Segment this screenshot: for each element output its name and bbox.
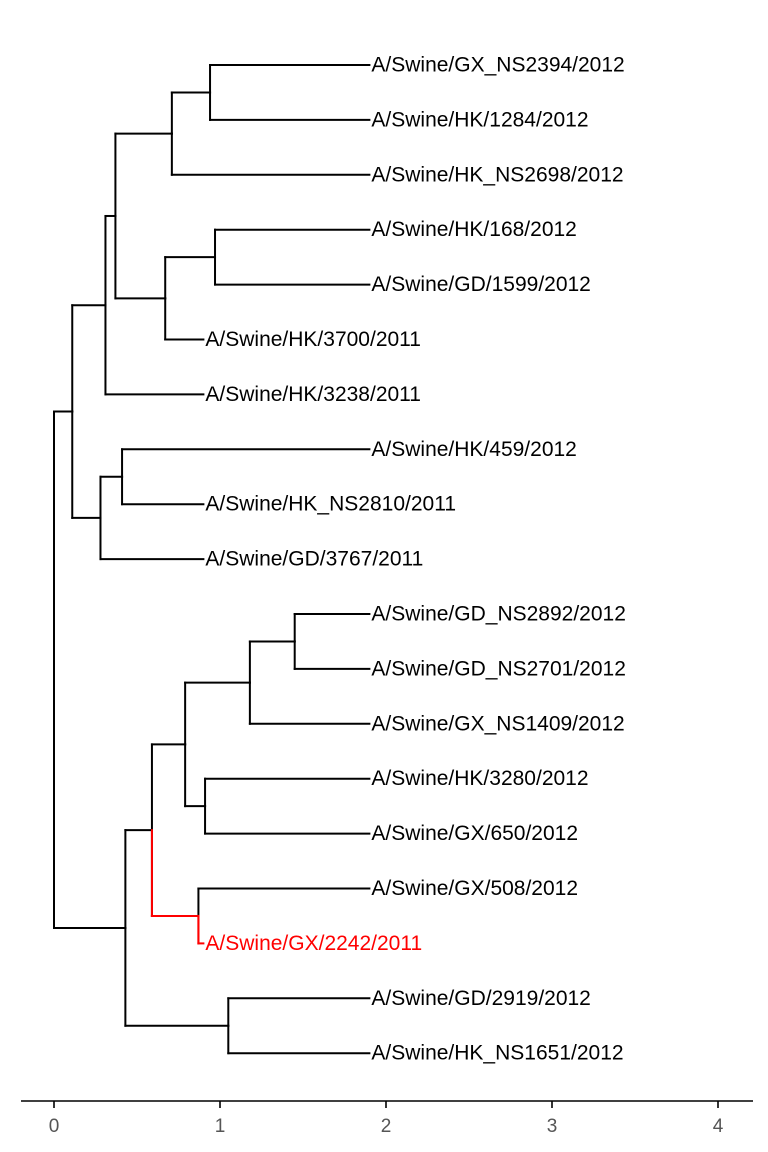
- tree-branches: [53, 64, 371, 1055]
- x-axis-tick-label: 4: [713, 1116, 724, 1137]
- x-axis-ticks: 0 1 2 3 4: [49, 1101, 724, 1137]
- tip-label: A/Swine/GD/3767/2011: [205, 548, 423, 571]
- tip-label: A/Swine/GX_NS1409/2012: [371, 712, 624, 735]
- tip-label: A/Swine/GX/650/2012: [371, 822, 578, 845]
- x-axis: 0 1 2 3 4: [21, 1100, 753, 1137]
- tip-label: A/Swine/GX_NS2394/2012: [371, 54, 624, 77]
- tip-label: A/Swine/GX/508/2012: [371, 877, 578, 900]
- tip-label: A/Swine/GD/1599/2012: [371, 273, 590, 296]
- tip-label: A/Swine/GX/2242/2011: [205, 932, 422, 955]
- tip-labels: A/Swine/GX_NS2394/2012 A/Swine/HK/1284/20…: [205, 54, 626, 1065]
- tip-label: A/Swine/HK/3238/2011: [205, 383, 421, 406]
- tip-label: A/Swine/HK/168/2012: [371, 218, 576, 241]
- tip-label: A/Swine/HK_NS1651/2012: [371, 1042, 623, 1065]
- tip-label: A/Swine/HK_NS2810/2011: [205, 493, 456, 516]
- tip-label: A/Swine/GD_NS2892/2012: [371, 603, 626, 626]
- tip-label: A/Swine/HK/1284/2012: [371, 108, 588, 131]
- tip-label: A/Swine/HK/3700/2011: [205, 328, 421, 351]
- x-axis-tick-label: 0: [49, 1116, 60, 1137]
- tip-label: A/Swine/GD/2919/2012: [371, 987, 590, 1010]
- tip-label: A/Swine/GD_NS2701/2012: [371, 657, 626, 680]
- x-axis-tick-label: 2: [381, 1116, 392, 1137]
- x-axis-tick-label: 3: [547, 1116, 558, 1137]
- tip-label: A/Swine/HK/459/2012: [371, 438, 576, 461]
- x-axis-tick-label: 1: [215, 1116, 226, 1137]
- tip-label: A/Swine/HK/3280/2012: [371, 767, 588, 790]
- tip-label: A/Swine/HK_NS2698/2012: [371, 163, 623, 186]
